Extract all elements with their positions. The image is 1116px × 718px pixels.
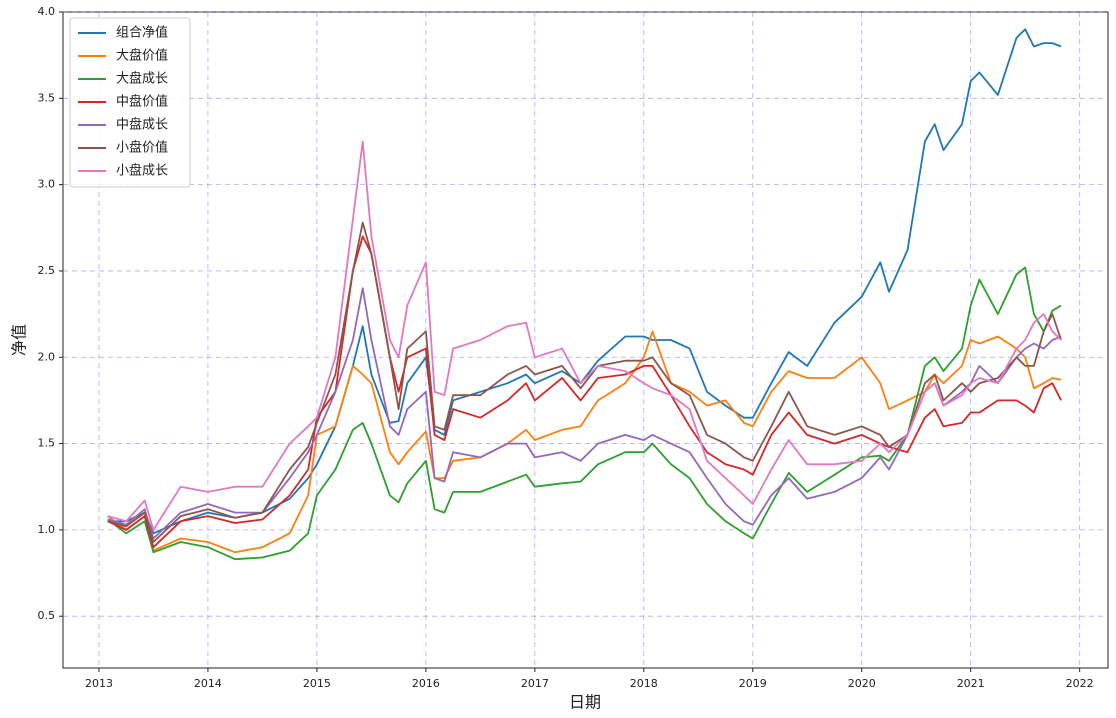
series-line [107,28,1062,535]
x-tick-label: 2013 [85,677,113,690]
y-tick-label: 4.0 [38,5,56,18]
x-tick-label: 2015 [303,677,331,690]
x-tick-label: 2021 [957,677,985,690]
series-line [107,266,1062,561]
x-tick-label: 2020 [848,677,876,690]
y-tick-label: 1.5 [38,437,56,450]
x-axis-label: 日期 [569,693,601,712]
y-tick-label: 0.5 [38,609,56,622]
y-tick-label: 2.5 [38,264,56,277]
series-line [107,330,1062,554]
series-line [107,221,1062,543]
legend-label: 大盘价值 [116,48,168,64]
plot-frame [62,11,1109,669]
y-tick-label: 2.0 [38,350,56,363]
y-tick-label: 3.0 [38,178,56,191]
series-line [107,287,1062,540]
x-tick-label: 2018 [630,677,658,690]
series-line [107,235,1062,549]
y-axis-label: 净值 [10,324,29,356]
x-tick-label: 2014 [194,677,222,690]
legend-box [69,17,191,188]
legend-label: 中盘成长 [116,117,168,133]
legend-label: 小盘成长 [116,163,168,179]
y-tick-label: 3.5 [38,91,56,104]
legend-label: 组合净值 [116,25,168,41]
legend-label: 小盘价值 [116,140,168,156]
legend-label: 大盘成长 [116,71,168,87]
y-tick-label: 1.0 [38,523,56,536]
x-tick-label: 2017 [521,677,549,690]
legend-label: 中盘价值 [116,94,168,110]
x-tick-label: 2022 [1066,677,1094,690]
x-tick-label: 2016 [412,677,440,690]
x-tick-label: 2019 [739,677,767,690]
series-line [107,140,1062,531]
